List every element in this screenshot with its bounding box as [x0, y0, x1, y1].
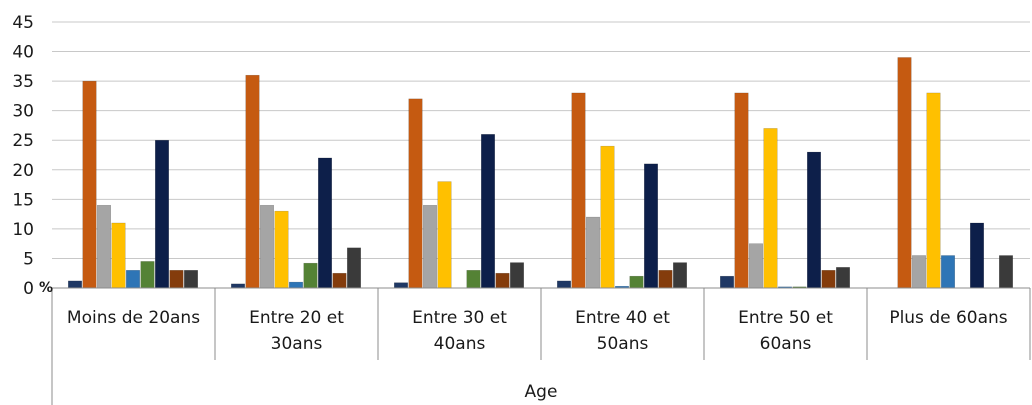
bar — [332, 272, 347, 289]
bar — [394, 282, 408, 289]
bar — [836, 267, 850, 289]
bar — [510, 262, 524, 289]
y-tick-label: 40 — [12, 43, 34, 63]
category-label: Entre 30 et 40ans — [412, 308, 507, 354]
y-tick-label: 35 — [12, 72, 34, 92]
y-tick-label: 30 — [12, 102, 34, 122]
bar — [600, 145, 615, 289]
y-tick-label: 5 — [23, 249, 34, 269]
bar — [68, 280, 82, 289]
bar — [586, 216, 600, 289]
bar — [557, 280, 571, 289]
bar — [111, 222, 126, 289]
bar — [303, 262, 318, 289]
bar — [289, 281, 303, 289]
bar — [274, 210, 289, 289]
bar — [231, 283, 245, 289]
bar — [481, 134, 495, 289]
bar — [184, 270, 198, 289]
bar — [169, 270, 184, 289]
y-tick-label: 20 — [12, 161, 34, 181]
gridlines — [52, 21, 1030, 259]
bar — [941, 255, 955, 289]
bar — [658, 270, 673, 289]
y-unit-label: % — [39, 280, 53, 296]
axis-frame — [51, 287, 1031, 405]
y-axis-tick-labels: 0 5 10 15 20 25 30 35 40 45 — [12, 13, 34, 299]
y-tick-label: 25 — [12, 131, 34, 151]
bar — [437, 181, 452, 289]
bar — [347, 247, 361, 289]
bar — [155, 139, 169, 289]
bar — [571, 92, 586, 289]
category-label: Entre 20 et 30ans — [249, 308, 344, 354]
bar — [897, 57, 912, 289]
bar — [260, 204, 274, 289]
bar — [466, 270, 481, 289]
bar — [999, 255, 1013, 289]
bar — [245, 74, 260, 289]
bar — [926, 92, 941, 289]
bar — [807, 151, 821, 289]
bar — [423, 204, 437, 289]
bar — [629, 275, 644, 289]
bar — [734, 92, 749, 289]
bar — [97, 204, 111, 289]
bar — [720, 275, 734, 289]
category-label: Entre 40 et 50ans — [575, 308, 670, 354]
bar — [140, 261, 155, 289]
bar — [749, 243, 763, 289]
bar — [408, 98, 423, 289]
y-tick-label: 0 — [23, 279, 34, 299]
category-labels: Moins de 20ans Entre 20 et 30ans Entre 30 e… — [67, 308, 1008, 354]
y-tick-label: 45 — [12, 13, 34, 33]
category-label: Moins de 20ans — [67, 308, 200, 328]
bar — [673, 262, 687, 289]
bar — [763, 128, 778, 289]
category-label: Plus de 60ans — [889, 308, 1007, 328]
bar — [970, 222, 984, 289]
bar — [821, 270, 836, 289]
bar — [644, 163, 658, 289]
category-label: Entre 50 et 60ans — [738, 308, 833, 354]
bar — [495, 272, 510, 289]
x-axis-title: Age — [525, 382, 558, 402]
y-tick-label: 10 — [12, 220, 34, 240]
bar — [318, 157, 332, 289]
bar — [912, 255, 926, 289]
y-tick-label: 15 — [12, 190, 34, 210]
bar — [126, 270, 140, 289]
bar — [82, 80, 97, 289]
bars — [68, 57, 1013, 289]
